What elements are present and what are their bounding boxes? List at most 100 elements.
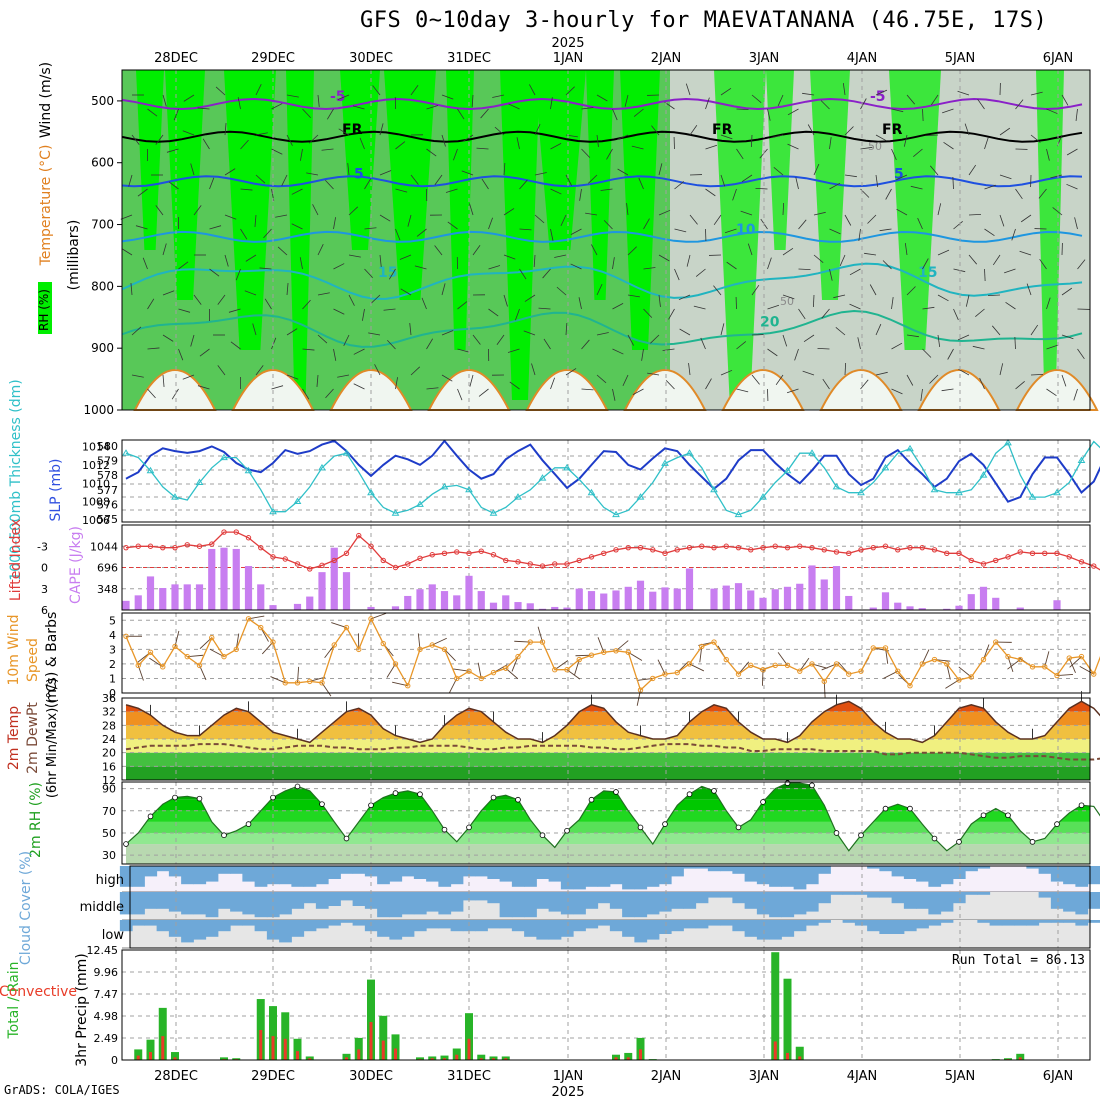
rh-tick-label: 50	[102, 827, 116, 840]
wind-barb	[531, 363, 536, 376]
wind-barb	[348, 294, 355, 306]
wind-barb	[627, 334, 634, 346]
cloud-cover-cell	[475, 892, 488, 901]
cloud-level-label: middle	[80, 900, 124, 915]
cloud-cover-cell	[254, 892, 268, 918]
precip-convective-bar	[786, 1052, 789, 1060]
cloud-cover-cell	[573, 892, 586, 915]
cloud-cover-cell	[622, 892, 635, 918]
cloud-cover-cell	[119, 866, 133, 887]
cape-bar	[661, 587, 669, 610]
cloud-cover-cell	[597, 920, 611, 926]
wind-barb	[550, 188, 562, 195]
wind-barb	[182, 374, 195, 380]
wind-barb	[627, 246, 637, 256]
cloud-cover-cell	[279, 920, 292, 943]
lifted-index-marker	[588, 554, 595, 560]
wind-barb	[693, 305, 706, 310]
cape-bar	[171, 584, 179, 610]
wind-speed-marker	[613, 648, 619, 654]
lifted-index-marker	[1091, 563, 1097, 569]
wind10m-panel: 0 12 34 5 10m Wind Speed (m/s) & Barbs	[6, 612, 1100, 708]
lifted-index-marker	[968, 557, 974, 564]
thickness-marker	[685, 449, 694, 456]
cape-bar	[220, 547, 228, 610]
cloud-cover-cell	[720, 866, 733, 872]
cloud-cover-cell	[879, 920, 893, 934]
wind-barb	[705, 378, 712, 390]
wind-barb	[395, 228, 401, 241]
wind-barb	[807, 124, 815, 136]
thickness-marker	[857, 488, 865, 496]
thickness-marker	[979, 471, 988, 478]
cloud-cover-cell	[1014, 920, 1027, 926]
cape-bar	[453, 595, 461, 610]
wind-barb	[844, 362, 847, 376]
cape-bar	[992, 597, 1000, 610]
wind-barb	[383, 308, 396, 311]
wind-barb	[441, 94, 454, 100]
bottom-date-label: 4JAN	[847, 1069, 878, 1084]
wind-speed-marker	[784, 662, 791, 669]
thickness-marker	[930, 485, 939, 493]
lifted-index-line	[125, 531, 1100, 571]
precip-total-bar	[440, 1055, 449, 1060]
wind-speed-marker	[662, 671, 668, 677]
cape-bar	[796, 583, 804, 610]
wind-barb	[767, 304, 780, 310]
rh2m-marker	[711, 788, 717, 794]
lifted-index-marker	[515, 559, 521, 565]
lifted-index-marker	[221, 529, 227, 535]
temp-tick-label: 12	[102, 774, 116, 787]
cloud-cover-cell	[462, 892, 476, 901]
wind-barb	[302, 388, 310, 400]
lifted-index-marker	[662, 550, 668, 557]
wind-barb	[987, 294, 1001, 297]
isotherm-line	[121, 262, 1083, 300]
cloud-cover-cell	[181, 866, 194, 885]
wind-barb	[724, 228, 737, 234]
wind-barb	[925, 134, 939, 137]
wind-barb	[802, 92, 815, 96]
bottom-date-label: 1JAN	[553, 1069, 584, 1084]
wind-barb	[975, 308, 985, 318]
thickness-tick-label: 578	[97, 469, 118, 482]
cloud-cover-cell	[1087, 892, 1100, 909]
lifted-index-marker	[784, 544, 791, 551]
wind-barb	[534, 123, 541, 136]
cloud-cover-cell	[891, 920, 905, 934]
wind-barb	[259, 267, 272, 270]
rh-high-area	[766, 70, 794, 250]
cloud-cover-cell	[854, 920, 868, 926]
wind-barb	[286, 374, 299, 380]
rh2m-panel: 30 50 70 90 2m RH (%)	[28, 780, 1100, 865]
wind-barb	[596, 134, 599, 147]
cloud-cover-cell	[548, 866, 562, 882]
cape-bar	[845, 595, 853, 610]
cloud-cover-cell	[1050, 892, 1064, 909]
wind-barb	[171, 388, 179, 400]
cloud-cover-cell	[671, 866, 684, 877]
cloud-cover-cell	[413, 892, 427, 915]
cape-bar	[600, 593, 608, 610]
wind-barb	[1011, 228, 1016, 241]
cloud-cover-cell	[756, 892, 770, 915]
cloud-cover-panel: high middle low Cloud Cover (%)	[18, 851, 1100, 965]
wind-barb	[255, 365, 264, 376]
slp-tick-label: 1014	[82, 440, 110, 453]
wind-speed-marker	[858, 668, 864, 674]
wind-barb	[1015, 99, 1024, 110]
thickness-marker	[318, 463, 326, 471]
cape-bar	[685, 568, 694, 610]
wind-speed-marker	[282, 680, 288, 686]
wind-barb	[875, 134, 887, 142]
cloud-cover-cell	[242, 892, 256, 915]
wind-barb	[906, 334, 919, 338]
precip-total-bar	[783, 978, 792, 1060]
wind-barb	[674, 228, 687, 233]
bottom-date-label: 30DEC	[349, 1069, 393, 1084]
cape-bar	[293, 603, 302, 610]
wind-barb	[813, 163, 820, 176]
cloud-cover-cell	[377, 892, 390, 918]
wind-barb	[426, 387, 439, 390]
